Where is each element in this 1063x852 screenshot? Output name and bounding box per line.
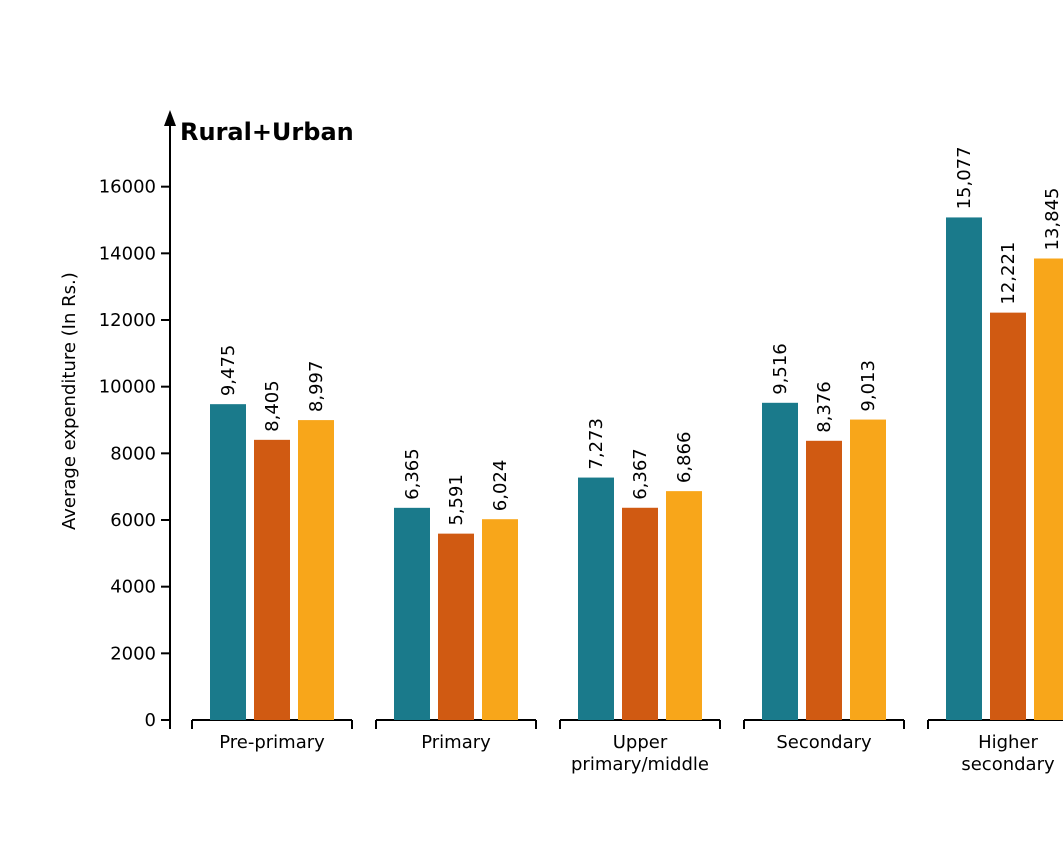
bar: [1034, 259, 1063, 721]
y-tick-label: 14000: [99, 243, 156, 264]
bar-value-label: 6,365: [402, 448, 423, 500]
category-label: Secondary: [776, 732, 872, 753]
bar: [990, 313, 1026, 720]
category-label: Primary: [421, 732, 491, 753]
y-tick-label: 10000: [99, 377, 156, 398]
bar: [850, 420, 886, 720]
bar-value-label: 9,516: [770, 343, 791, 395]
bar: [298, 420, 334, 720]
bar-value-label: 6,367: [630, 448, 651, 500]
bar: [806, 441, 842, 720]
bar: [210, 404, 246, 720]
bar: [762, 403, 798, 720]
y-axis-title: Average expenditure (In Rs.): [59, 272, 80, 530]
bar-value-label: 6,024: [490, 460, 511, 512]
y-tick-label: 6000: [110, 510, 156, 531]
y-tick-label: 2000: [110, 643, 156, 664]
bar: [946, 217, 982, 720]
bar: [482, 519, 518, 720]
bar-value-label: 5,591: [446, 474, 467, 526]
category-label: Upper: [613, 732, 668, 753]
bar: [666, 491, 702, 720]
category-label: primary/middle: [571, 754, 709, 775]
bar: [394, 508, 430, 720]
expenditure-bar-chart: 0 2000 4000 6000 8000 10000 12000 14000 16000 Ave…: [0, 0, 1063, 852]
bar-value-label: 6,866: [674, 432, 695, 484]
bar: [622, 508, 658, 720]
bar-value-label: 9,013: [858, 360, 879, 412]
bar-value-label: 15,077: [954, 146, 975, 209]
bar-value-label: 8,376: [814, 381, 835, 433]
y-tick-label: 4000: [110, 577, 156, 598]
bar: [578, 478, 614, 720]
y-tick-label: 8000: [110, 443, 156, 464]
y-tick-label: 12000: [99, 310, 156, 331]
bar-value-label: 12,221: [998, 242, 1019, 305]
bar-value-label: 9,475: [218, 345, 239, 397]
bar-value-label: 13,845: [1042, 188, 1063, 251]
chart-title: Rural+Urban: [180, 118, 354, 146]
category-label: Higher: [978, 732, 1038, 753]
category-label: secondary: [961, 754, 1055, 775]
bar-value-label: 8,997: [306, 361, 327, 413]
bar: [438, 534, 474, 720]
category-label: Pre-primary: [219, 732, 325, 753]
bar-value-label: 8,405: [262, 380, 283, 432]
y-tick-label: 0: [145, 710, 156, 731]
y-tick-label: 16000: [99, 177, 156, 198]
bar-value-label: 7,273: [586, 418, 607, 470]
bar: [254, 440, 290, 720]
